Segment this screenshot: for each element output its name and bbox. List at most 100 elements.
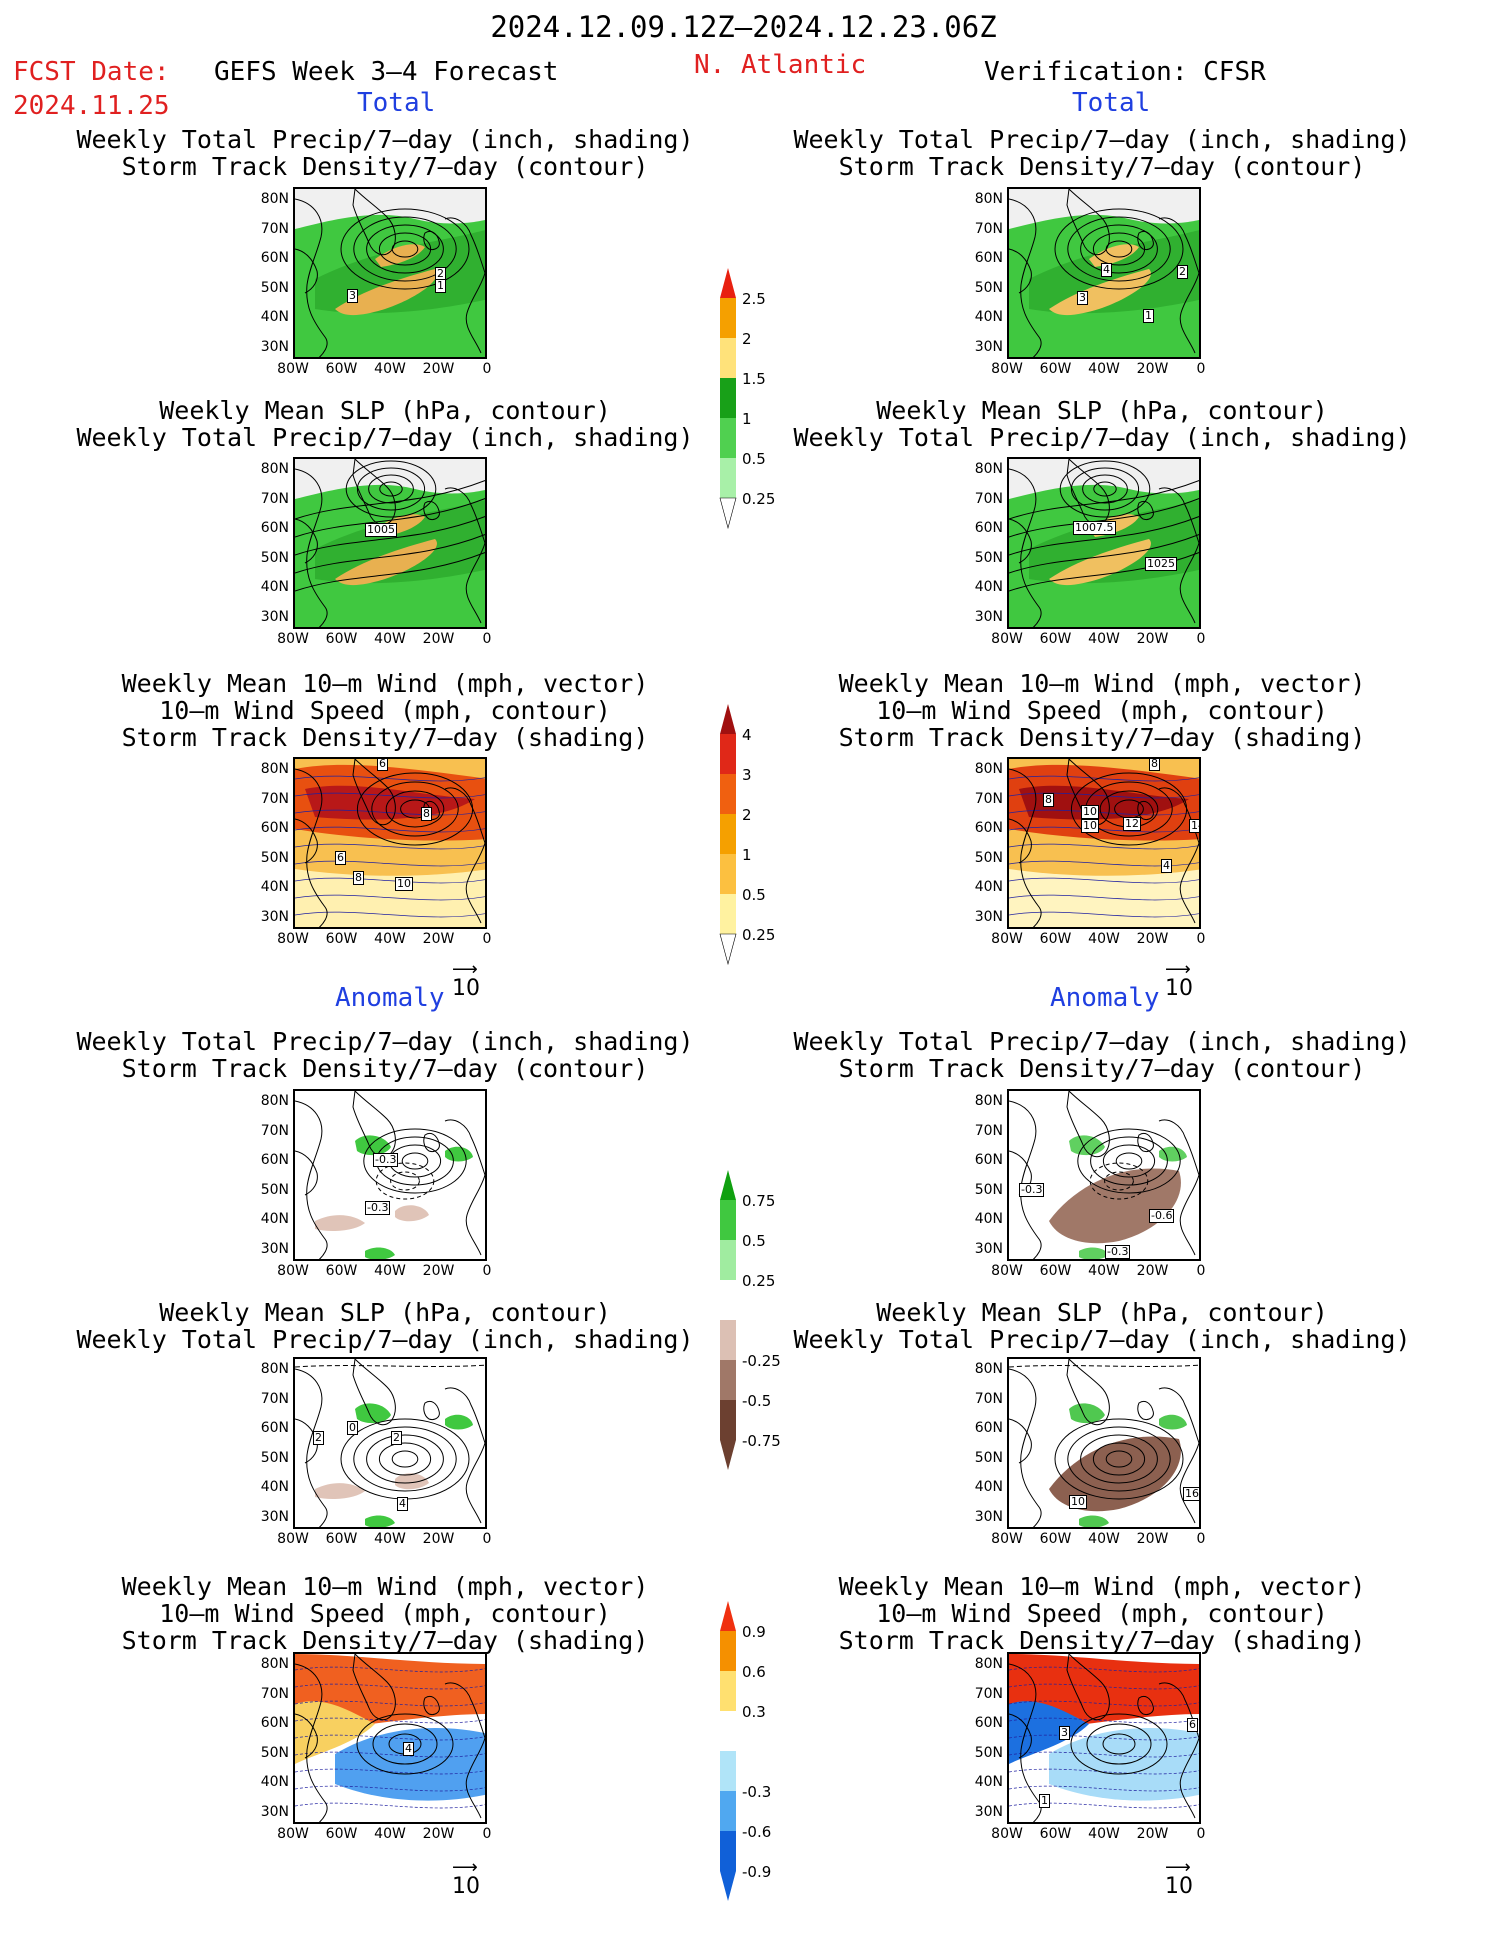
lat-tick: 60N (974, 820, 1003, 836)
fcst-label: FCST Date: (13, 57, 170, 87)
lat-tick: 80N (260, 1093, 289, 1109)
lat-tick: 60N (260, 1420, 289, 1436)
title-line: 10–m Wind Speed (mph, contour) (876, 696, 1328, 725)
verification-label: Verification: CFSR (984, 57, 1266, 87)
panel-title-R3: Weekly Mean 10–m Wind (mph, vector) 10–m… (717, 670, 1487, 751)
lat-tick: 50N (974, 1181, 1003, 1198)
colorbar-tick: 2 (742, 330, 752, 348)
title-line: Weekly Total Precip/7–day (inch, shading… (76, 423, 694, 452)
panel-title-R1: Weekly Total Precip/7–day (inch, shading… (717, 126, 1487, 180)
lat-tick: 50N (260, 1181, 289, 1198)
contour-label: 1005 (365, 523, 397, 537)
lon-tick: 40W (1088, 931, 1120, 947)
vector-ref-value: 10 (452, 976, 480, 1001)
title-line: Storm Track Density/7–day (contour) (121, 152, 649, 181)
lat-tick: 50N (974, 1449, 1003, 1466)
lat-tick: 60N (260, 1152, 289, 1168)
title-line: Storm Track Density/7–day (shading) (121, 723, 649, 752)
panel-title-R5: Weekly Mean SLP (hPa, contour) Weekly To… (717, 1299, 1487, 1353)
lon-tick: 80W (277, 1531, 309, 1547)
lat-tick: 80N (974, 191, 1003, 207)
lat-tick: 30N (260, 908, 289, 925)
lat-tick: 50N (260, 1449, 289, 1466)
lon-tick: 80W (991, 1826, 1023, 1842)
forecast-title: GEFS Week 3–4 Forecast (214, 57, 559, 87)
lat-tick: 70N (974, 1390, 1003, 1407)
vector-ref-value: 10 (1165, 1874, 1193, 1899)
lat-tick: 70N (260, 790, 289, 807)
colorbar-tick: 0.5 (742, 886, 766, 904)
lat-tick: 60N (974, 520, 1003, 536)
lat-tick: 80N (260, 761, 289, 777)
title-line: 10–m Wind Speed (mph, contour) (159, 1599, 611, 1628)
colorbar-total_precip (718, 268, 788, 572)
vector-ref-value: 10 (1165, 976, 1193, 1001)
lat-tick: 40N (974, 309, 1003, 325)
lon-tick: 0 (1196, 1531, 1206, 1547)
contour-label: -0.6 (1149, 1209, 1175, 1223)
lon-tick: 0 (482, 1263, 492, 1279)
map-panel-L4: -0.3 -0.3 (293, 1089, 487, 1261)
title-line: 10–m Wind Speed (mph, contour) (876, 1599, 1328, 1628)
contour-label: -0.3 (1019, 1183, 1045, 1197)
map-panel-R2: 1007.5 1025 (1007, 457, 1201, 629)
lon-tick: 20W (422, 931, 455, 947)
colorbar-tick: -0.6 (742, 1823, 772, 1841)
lat-tick: 60N (260, 520, 289, 536)
map-svg (295, 1091, 485, 1259)
map-svg (1009, 1091, 1199, 1259)
lat-tick: 40N (974, 1774, 1003, 1790)
contour-label: 10 (1081, 819, 1099, 833)
colorbar-tick: 0.25 (742, 490, 776, 508)
fcst-date: 2024.11.25 (13, 91, 170, 121)
lon-tick: 20W (1136, 1826, 1169, 1842)
lon-tick: 20W (422, 1531, 455, 1547)
title-line: Weekly Total Precip/7–day (inch, shading… (76, 1325, 694, 1354)
colorbar-tick: 1 (742, 410, 752, 428)
title-line: Storm Track Density/7–day (contour) (838, 152, 1366, 181)
contour-label: 4 (1101, 263, 1112, 277)
lon-tick: 80W (277, 631, 309, 647)
lon-tick: 0 (1196, 931, 1206, 947)
lat-tick: 70N (260, 1685, 289, 1702)
lat-tick: 70N (974, 220, 1003, 237)
title-line: Weekly Mean SLP (hPa, contour) (159, 396, 611, 425)
map-panel-L3: 6 8 6 8 10 (293, 757, 487, 929)
panel-title-R6: Weekly Mean 10–m Wind (mph, vector) 10–m… (717, 1573, 1487, 1654)
title-line: Weekly Mean SLP (hPa, contour) (876, 396, 1328, 425)
map-svg (295, 759, 485, 927)
vector-ref-L3: ⟶ 10 (452, 961, 480, 1002)
colorbar-tick: 0.5 (742, 450, 766, 468)
lat-tick: 40N (974, 1211, 1003, 1227)
lon-tick: 40W (1088, 1826, 1120, 1842)
lat-tick: 30N (260, 608, 289, 625)
title-line: Weekly Mean 10–m Wind (mph, vector) (121, 1572, 649, 1601)
lon-tick: 60W (325, 1531, 358, 1547)
lon-tick: 80W (991, 361, 1023, 377)
colorbar-tick: 0.3 (742, 1703, 766, 1721)
map-panel-L5: 0 2 2 4 (293, 1357, 487, 1529)
lon-tick: 0 (482, 631, 492, 647)
title-line: Weekly Mean SLP (hPa, contour) (159, 1298, 611, 1327)
lat-tick: 40N (974, 579, 1003, 595)
colorbar-tick: 0.5 (742, 1232, 766, 1250)
colorbar-tick: -0.75 (742, 1432, 781, 1450)
title-line: Storm Track Density/7–day (shading) (838, 1626, 1366, 1655)
lon-tick: 0 (482, 1531, 492, 1547)
panel-title-L6: Weekly Mean 10–m Wind (mph, vector) 10–m… (0, 1573, 770, 1654)
lat-tick: 30N (260, 1240, 289, 1257)
lat-tick: 50N (260, 549, 289, 566)
lon-tick: 60W (1039, 1531, 1072, 1547)
lon-tick: 40W (1088, 1531, 1120, 1547)
lon-tick: 80W (277, 931, 309, 947)
title-line: Weekly Total Precip/7–day (inch, shading… (793, 125, 1411, 154)
vector-ref-L6: ⟶ 10 (452, 1859, 480, 1900)
map-svg (295, 1654, 485, 1822)
lat-tick: 50N (260, 279, 289, 296)
title-line: Weekly Total Precip/7–day (inch, shading… (793, 423, 1411, 452)
lat-tick: 80N (974, 461, 1003, 477)
lat-tick: 50N (974, 849, 1003, 866)
lon-tick: 0 (1196, 361, 1206, 377)
